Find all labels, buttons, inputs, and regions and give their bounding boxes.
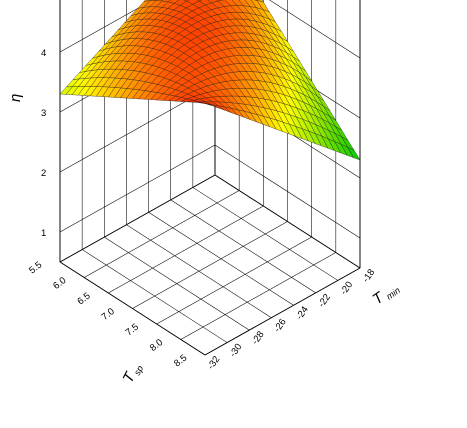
floor-grid-line: [171, 200, 316, 293]
floor-grid: [60, 175, 360, 355]
x-tick-label: 7.0: [100, 306, 117, 323]
floor-grid-line: [84, 191, 239, 278]
y-tick-label: -22: [316, 292, 333, 310]
x-tick-label: 5.5: [27, 260, 44, 277]
y-tick-label: -28: [250, 329, 267, 347]
y-tick-label: -26: [272, 317, 289, 335]
box-edge: [60, 175, 215, 262]
y-axis-title: T min: [370, 285, 402, 308]
x-tick-label: 8.5: [172, 353, 189, 370]
y-tick-label: -20: [338, 280, 355, 298]
floor-grid-line: [126, 225, 271, 318]
z-tick-label: 1: [41, 228, 46, 239]
y-axis-label-sub: min: [384, 285, 402, 302]
x-axis-title: T sp: [120, 364, 146, 386]
floor-grid-line: [82, 250, 227, 343]
response-surface: [60, 0, 360, 160]
x-tick-label: 8.0: [148, 337, 165, 354]
floor-grid-line: [193, 187, 338, 280]
x-tick-label: 6.5: [75, 291, 92, 308]
z-tick-label: 3: [41, 108, 46, 119]
z-tick-label: 4: [41, 48, 46, 59]
y-tick-label: -24: [294, 304, 311, 322]
floor-grid-line: [133, 222, 288, 309]
box-edge: [60, 262, 205, 355]
floor-grid-line: [104, 237, 249, 330]
y-tick-label: -18: [360, 267, 377, 285]
z-axis-label: η: [7, 94, 24, 102]
x-tick-label: 6.0: [51, 275, 68, 292]
box-edge: [205, 268, 360, 355]
y-axis-ticks: -32 -30 -28 -26 -24 -22 -20 -18: [205, 267, 377, 372]
floor-grid-line: [181, 253, 336, 340]
floor-grid-line: [149, 212, 294, 305]
y-tick-label: -32: [205, 354, 222, 372]
y-tick-label: -30: [228, 342, 245, 360]
floor-grid-line: [108, 206, 263, 293]
x-tick-label: 7.5: [124, 322, 141, 339]
z-tick-label: 2: [41, 168, 46, 179]
x-axis-label-sub: sp: [132, 364, 145, 377]
floor-grid-line: [157, 237, 312, 324]
y-axis-label: T: [370, 288, 389, 308]
